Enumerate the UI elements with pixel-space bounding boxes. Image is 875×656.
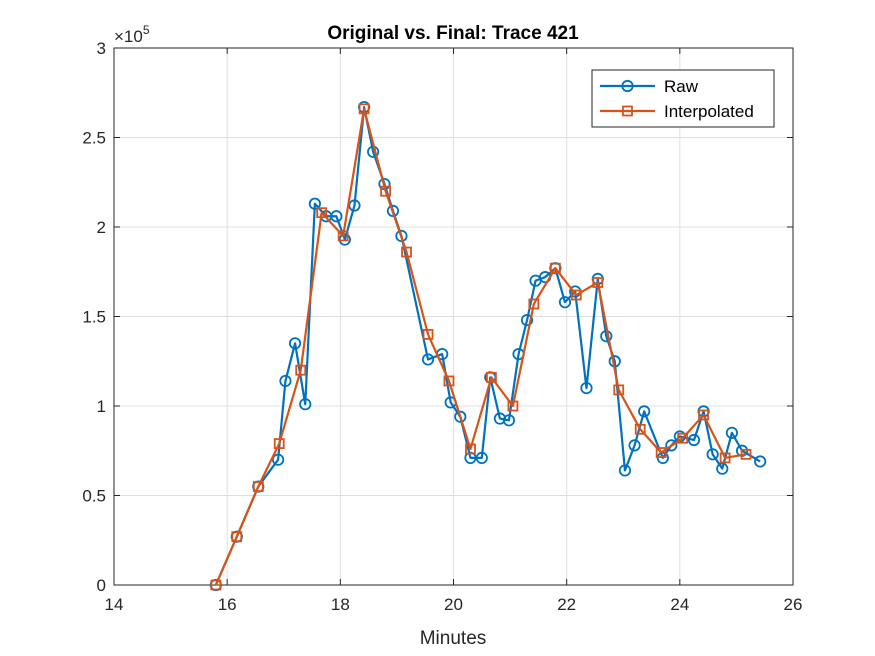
data-point-interpolated bbox=[677, 432, 689, 444]
data-point-interpolated bbox=[252, 481, 264, 492]
y-tick-label: 1 bbox=[97, 397, 106, 416]
data-point-raw bbox=[338, 233, 351, 246]
data-point-interpolated bbox=[613, 384, 625, 396]
data-point-raw bbox=[687, 433, 701, 447]
data-point-interpolated bbox=[570, 289, 582, 301]
y-tick-label: 0 bbox=[97, 576, 106, 595]
data-point-raw bbox=[308, 197, 321, 210]
data-point-raw bbox=[454, 410, 467, 423]
series-raw bbox=[209, 100, 767, 592]
data-point-raw bbox=[638, 405, 651, 418]
data-point-interpolated bbox=[443, 375, 455, 387]
data-point-interpolated bbox=[740, 448, 752, 460]
legend-box bbox=[591, 69, 775, 128]
data-point-interpolated bbox=[486, 371, 497, 383]
data-point-raw bbox=[475, 451, 488, 465]
y-tick-label: 3 bbox=[97, 39, 106, 58]
data-point-raw bbox=[580, 381, 593, 395]
data-point-interpolated bbox=[507, 400, 519, 412]
data-point-interpolated bbox=[655, 447, 667, 458]
data-point-raw bbox=[754, 455, 767, 468]
series-line-raw bbox=[214, 105, 761, 586]
x-tick-label: 20 bbox=[444, 595, 463, 614]
y-exponent-base: ×10 bbox=[114, 27, 143, 46]
data-point-interpolated bbox=[231, 531, 243, 543]
x-axis-label: Minutes bbox=[420, 628, 487, 649]
data-point-raw bbox=[725, 426, 738, 439]
legend-item-interpolated: Interpolated bbox=[600, 102, 754, 121]
grid-lines bbox=[113, 47, 794, 586]
data-point-raw bbox=[386, 204, 400, 217]
data-point-interpolated bbox=[316, 207, 328, 219]
data-point-interpolated bbox=[295, 364, 307, 376]
x-tick-label: 24 bbox=[670, 595, 689, 614]
data-point-interpolated bbox=[465, 443, 476, 455]
data-point-interpolated bbox=[358, 103, 370, 115]
data-point-raw bbox=[493, 412, 506, 425]
legend-label-interpolated: Interpolated bbox=[664, 102, 754, 121]
y-exponent-power: 5 bbox=[143, 23, 150, 37]
y-tick-label: 0.5 bbox=[82, 487, 106, 506]
legend-marker-raw bbox=[621, 79, 634, 93]
data-point-interpolated bbox=[273, 438, 285, 449]
series-interpolated bbox=[210, 103, 752, 591]
data-point-raw bbox=[520, 313, 534, 327]
data-point-interpolated bbox=[634, 423, 646, 435]
series-group bbox=[209, 100, 767, 592]
y-axis-exponent: ×105 bbox=[114, 23, 150, 46]
data-point-raw bbox=[279, 374, 292, 388]
chart-title: Original vs. Final: Trace 421 bbox=[327, 23, 579, 44]
data-point-raw bbox=[395, 229, 408, 243]
data-point-raw bbox=[299, 398, 312, 411]
data-point-raw bbox=[288, 337, 302, 350]
legend-marker-interpolated bbox=[622, 105, 633, 117]
x-tick-label: 18 bbox=[331, 595, 350, 614]
data-point-interpolated bbox=[380, 185, 392, 197]
data-point-interpolated bbox=[528, 298, 540, 310]
data-point-raw bbox=[421, 353, 435, 366]
data-point-raw bbox=[618, 464, 632, 477]
axis-ticks: 14 16 18 20 22 24 26 0 0.5 1 1.5 2 2.5 3 bbox=[82, 39, 802, 614]
y-tick-label: 2 bbox=[97, 218, 106, 237]
data-point-raw bbox=[665, 439, 678, 452]
y-tick-label: 2.5 bbox=[82, 129, 106, 148]
x-tick-label: 14 bbox=[105, 595, 124, 614]
x-tick-label: 16 bbox=[218, 595, 237, 614]
x-tick-label: 22 bbox=[557, 595, 576, 614]
data-point-interpolated bbox=[592, 277, 604, 288]
data-point-interpolated bbox=[401, 246, 412, 258]
data-point-raw bbox=[628, 439, 641, 452]
data-point-raw bbox=[706, 448, 719, 461]
data-point-raw bbox=[558, 296, 572, 309]
legend-item-raw: Raw bbox=[600, 77, 699, 96]
legend: Raw Interpolated bbox=[591, 69, 775, 128]
x-tick-label: 26 bbox=[784, 595, 803, 614]
legend-label-raw: Raw bbox=[664, 77, 699, 96]
data-point-interpolated bbox=[422, 328, 434, 340]
data-point-interpolated bbox=[698, 409, 709, 421]
data-point-interpolated bbox=[549, 262, 561, 274]
data-point-raw bbox=[271, 453, 285, 466]
data-point-raw bbox=[502, 414, 516, 427]
data-point-interpolated bbox=[210, 579, 222, 591]
y-tick-label: 1.5 bbox=[82, 308, 106, 327]
data-point-interpolated bbox=[719, 452, 731, 464]
data-point-raw bbox=[716, 462, 729, 475]
data-point-raw bbox=[330, 210, 343, 223]
data-point-interpolated bbox=[337, 230, 349, 242]
